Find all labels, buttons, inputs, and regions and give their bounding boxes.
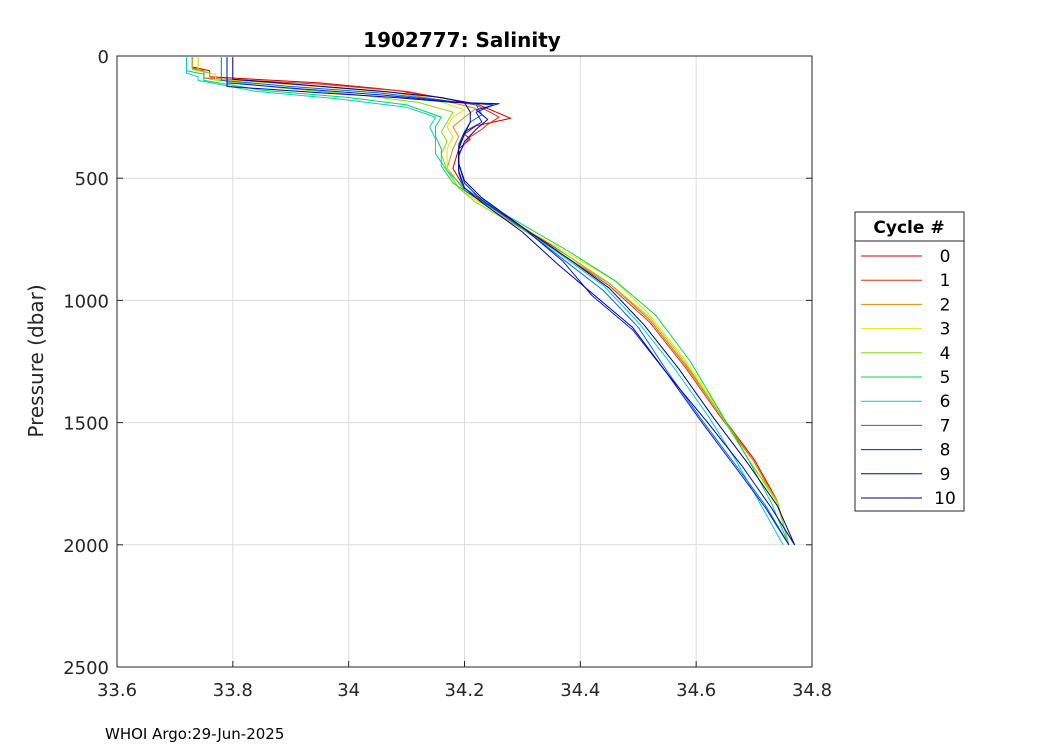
y-axis-label: Pressure (dbar) [24, 284, 48, 437]
legend-label-cycle-1: 1 [940, 271, 951, 291]
y-tick-label: 500 [75, 169, 109, 190]
legend-label-cycle-8: 8 [940, 441, 951, 461]
legend-label-cycle-0: 0 [940, 247, 951, 267]
legend-title: Cycle # [873, 218, 944, 238]
x-tick-label: 34.6 [676, 680, 716, 701]
series-lines [186, 57, 796, 546]
legend-label-cycle-10: 10 [934, 489, 956, 509]
legend-box [854, 211, 965, 512]
y-tick-label: 2000 [63, 536, 109, 557]
y-axis-ticks: 0 500 1000 1500 2000 2500 [63, 47, 812, 679]
x-tick-label: 34.2 [444, 680, 484, 701]
legend-label-cycle-6: 6 [940, 392, 951, 412]
legend-label-cycle-9: 9 [940, 465, 951, 485]
series-line-cycle-10 [232, 57, 796, 546]
footer-note: WHOI Argo:29-Jun-2025 [105, 725, 285, 743]
x-tick-label: 34.8 [792, 680, 832, 701]
legend-label-cycle-2: 2 [940, 295, 951, 315]
x-tick-label: 33.8 [213, 680, 253, 701]
legend-items: 0 1 2 3 4 5 6 7 8 9 10 [861, 247, 956, 509]
legend-label-cycle-7: 7 [940, 416, 951, 436]
series-line-cycle-9 [226, 57, 796, 546]
y-tick-label: 0 [98, 47, 109, 68]
series-line-cycle-6 [186, 57, 784, 546]
series-line-cycle-5 [186, 57, 790, 545]
y-tick-label: 1000 [63, 291, 109, 312]
x-tick-label: 34.4 [560, 680, 600, 701]
x-tick-label: 34 [337, 680, 360, 701]
legend-label-cycle-3: 3 [940, 320, 951, 340]
y-tick-label: 1500 [63, 414, 109, 435]
series-line-cycle-2 [197, 57, 790, 545]
chart-title: 1902777: Salinity [363, 28, 561, 52]
x-axis-ticks: 33.6 33.8 34 34.2 34.4 34.6 34.8 [97, 661, 832, 701]
legend-label-cycle-4: 4 [940, 344, 951, 364]
legend: Cycle # 0 1 2 3 4 5 6 7 8 9 10 [854, 211, 965, 512]
y-tick-label: 2500 [63, 658, 109, 679]
x-tick-label: 33.6 [97, 680, 137, 701]
legend-label-cycle-5: 5 [940, 368, 951, 388]
